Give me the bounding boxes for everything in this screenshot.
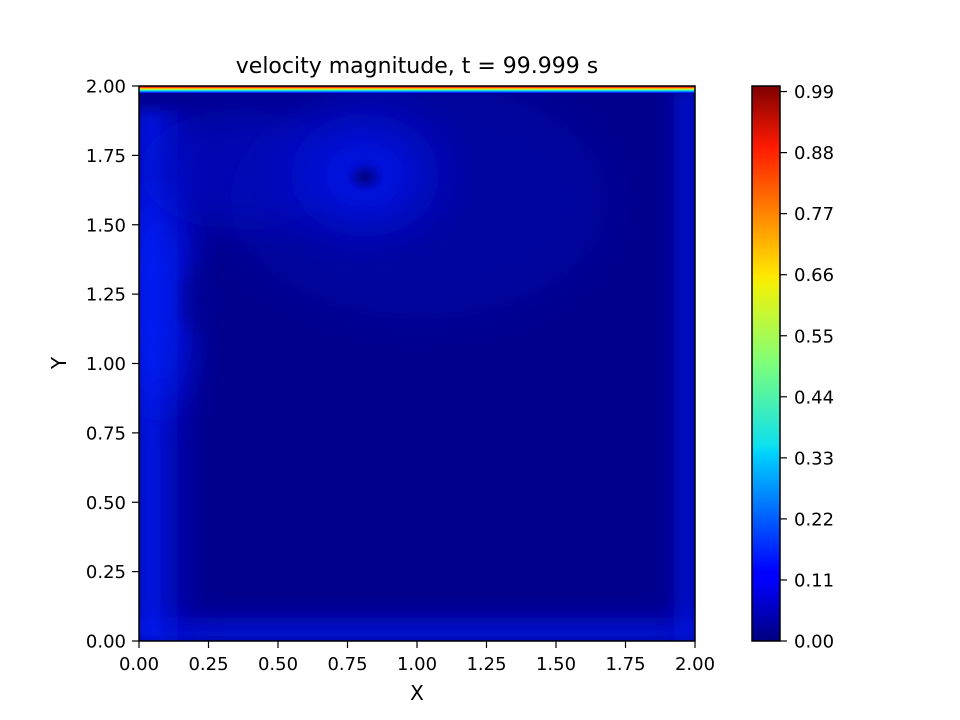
vortex-halo [230,86,610,320]
y-tick-label: 1.25 [86,285,126,306]
colorbar-ticks: 0.00 0.11 0.22 0.33 0.44 0.55 0.66 0.77 0.88 0.99 [780,82,834,653]
colorbar-tick-label: 0.77 [794,204,834,225]
x-tick-label: 1.25 [466,654,506,675]
chart-title: velocity magnitude, t = 99.999 s [236,54,598,79]
y-tick-label: 0.25 [86,562,126,583]
y-tick-label: 0.75 [86,423,126,444]
y-tick-label: 0.00 [86,632,126,653]
x-tick-label: 0.00 [119,654,159,675]
x-axis: 0.00 0.25 0.50 0.75 1.00 1.25 1.50 1.75 2.00 [119,641,715,675]
x-tick-label: 1.00 [397,654,437,675]
y-tick-label: 1.75 [86,146,126,167]
colorbar-tick-label: 0.99 [794,82,834,103]
lid-boundary [139,86,695,93]
colorbar-tick-label: 0.33 [794,448,834,469]
colorbar-tick-label: 0.44 [794,387,834,408]
x-tick-label: 0.75 [327,654,367,675]
colorbar-tick-label: 0.22 [794,509,834,530]
y-tick-label: 1.50 [86,215,126,236]
y-tick-label: 0.50 [86,493,126,514]
y-tick-label: 2.00 [86,77,126,98]
x-tick-label: 1.50 [536,654,576,675]
right-wall-band [660,90,695,641]
vortex-center [347,163,383,191]
left-wall-jet-peak [139,190,188,410]
y-axis: 0.00 0.25 0.50 0.75 1.00 1.25 1.50 1.75 2.00 [86,77,139,653]
x-tick-label: 1.75 [605,654,645,675]
colorbar: 0.00 0.11 0.22 0.33 0.44 0.55 0.66 0.77 0.88 0.99 [751,82,834,653]
x-tick-label: 0.25 [188,654,228,675]
x-tick-label: 0.50 [258,654,298,675]
colorbar-frame [751,85,781,642]
heatmap-field [139,86,695,641]
y-tick-label: 1.00 [86,354,126,375]
colorbar-tick-label: 0.11 [794,570,834,591]
x-tick-label: 2.00 [675,654,715,675]
x-axis-label: X [410,681,424,705]
colorbar-gradient [752,86,780,641]
colorbar-tick-label: 0.66 [794,265,834,286]
y-axis-label: Y [47,356,71,370]
colorbar-tick-label: 0.00 [794,632,834,653]
colorbar-tick-label: 0.55 [794,326,834,347]
bottom-wall-band [139,600,695,641]
left-secondary-eddy [183,265,227,335]
colorbar-tick-label: 0.88 [794,143,834,164]
